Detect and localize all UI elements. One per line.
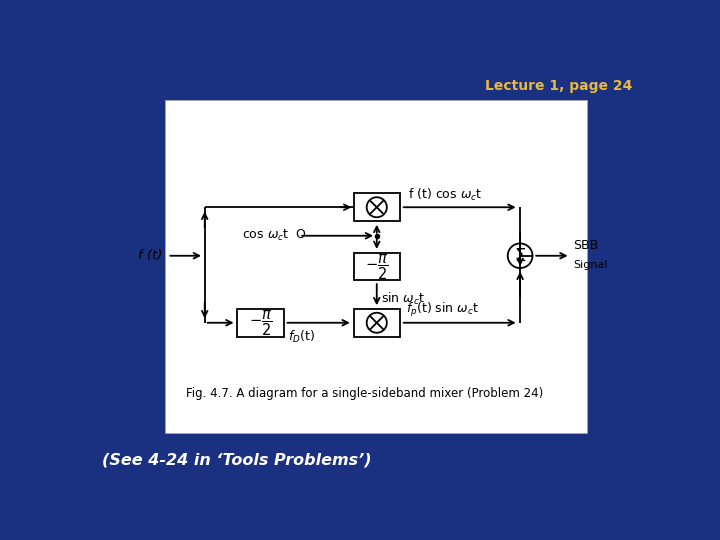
Text: f (t): f (t) [138, 249, 163, 262]
Text: SBB: SBB [573, 239, 598, 252]
Bar [354, 309, 400, 336]
Text: Fig. 4.7. A diagram for a single-sideband mixer (Problem 24): Fig. 4.7. A diagram for a single-sideban… [186, 387, 544, 400]
Text: Lecture 1, page 24: Lecture 1, page 24 [485, 79, 632, 93]
Bar [354, 193, 400, 221]
Text: (See 4-24 in ‘Tools Problems’): (See 4-24 in ‘Tools Problems’) [102, 453, 372, 468]
Text: sin $\omega_c$t: sin $\omega_c$t [381, 291, 425, 307]
Text: f (t) cos $\omega_c$t: f (t) cos $\omega_c$t [408, 187, 482, 204]
Text: cos $\omega_c$t  O: cos $\omega_c$t O [242, 228, 307, 244]
Bar [354, 253, 400, 280]
Bar [238, 309, 284, 336]
Bar [166, 100, 587, 433]
Text: $f_D$(t): $f_D$(t) [287, 329, 315, 345]
Text: $f_p$(t) sin $\omega_c$t: $f_p$(t) sin $\omega_c$t [406, 301, 480, 319]
Text: Signal: Signal [573, 260, 608, 271]
Text: $\Sigma$: $\Sigma$ [514, 247, 526, 265]
Text: $-\dfrac{\pi}{2}$: $-\dfrac{\pi}{2}$ [248, 309, 272, 338]
Text: $-\dfrac{\pi}{2}$: $-\dfrac{\pi}{2}$ [365, 253, 389, 282]
